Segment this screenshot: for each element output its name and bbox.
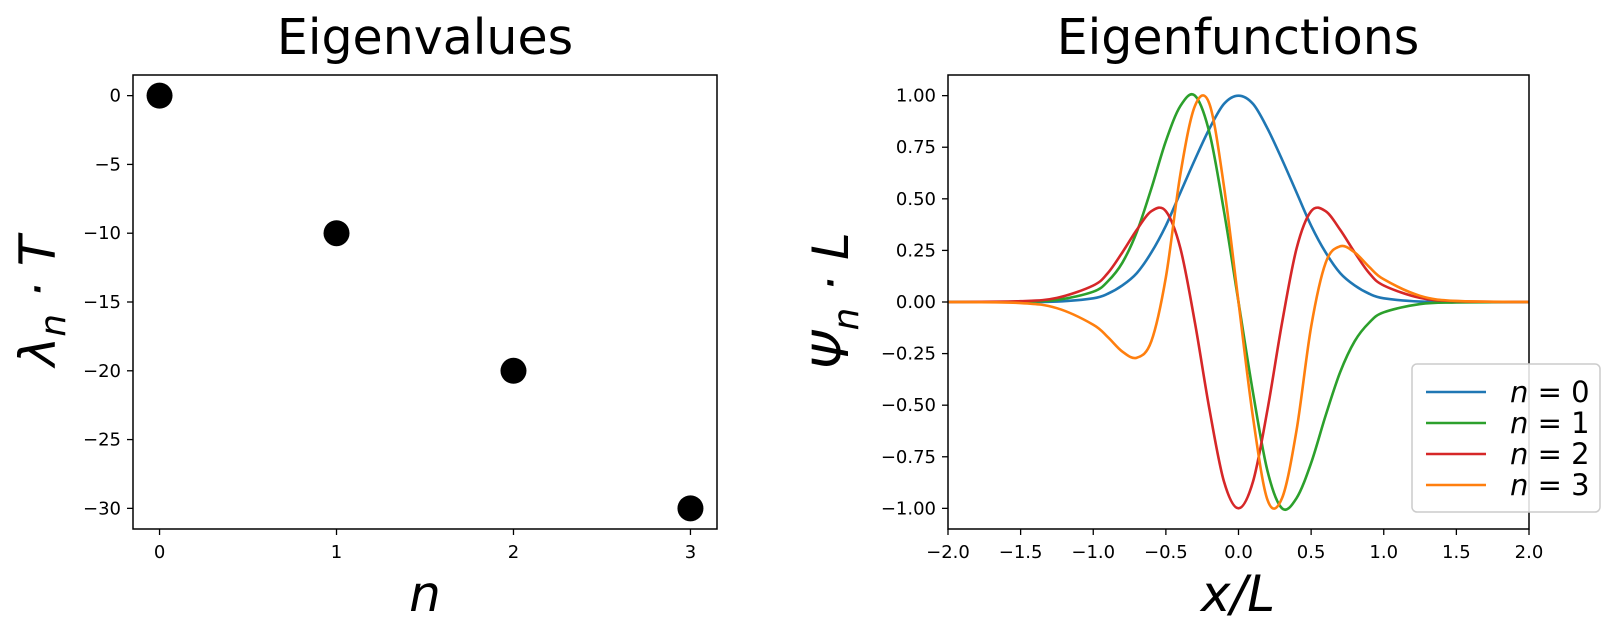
eigenvalues-points — [146, 82, 704, 522]
eigenfunctions-y-label-sub: n — [826, 308, 867, 331]
eigenfunctions-axes-frame — [947, 74, 1530, 530]
eigenvalues-y-tick-label: −25 — [83, 430, 121, 451]
eigenfunctions-x-tick-label: 1.5 — [1442, 542, 1471, 563]
eigenvalues-y-tick-label: 0 — [110, 86, 121, 107]
eigenfunctions-y-tick-label: 0.00 — [896, 292, 936, 313]
legend: n = 0n = 1n = 2n = 3 — [1411, 363, 1601, 513]
eigenfunction-line-n0 — [947, 94, 1530, 304]
eigenfunctions-y-tick-label: 1.00 — [896, 86, 936, 107]
eigenfunctions-x-ticks: −2.0 −1.5 −1.0 −0.5 0.0 0.5 1.0 1.5 2.0 — [926, 529, 1543, 563]
eigenvalue-point — [146, 82, 173, 109]
eigenvalues-axes-frame — [132, 74, 718, 530]
eigenvalues-y-label-rest: · T — [9, 232, 67, 314]
eigenvalues-y-label-main: λ — [9, 337, 67, 370]
legend-label-n1: n = 1 — [1510, 406, 1590, 440]
eigenfunctions-x-tick-label: 1.0 — [1369, 542, 1398, 563]
eigenfunctions-x-tick-label: −2.0 — [926, 542, 970, 563]
eigenfunctions-y-tick-label: −0.75 — [881, 447, 936, 468]
eigenvalue-point — [323, 220, 350, 247]
eigenfunctions-x-tick-label: −1.5 — [999, 542, 1043, 563]
legend-label-n3: n = 3 — [1510, 468, 1590, 502]
legend-label-n2: n = 2 — [1510, 437, 1590, 471]
eigenvalues-x-tick-label: 3 — [685, 542, 696, 563]
eigenvalues-y-label: λn · T — [9, 232, 74, 369]
eigenfunctions-x-tick-label: 0.0 — [1224, 542, 1253, 563]
eigenfunctions-x-tick-label: 2.0 — [1515, 542, 1544, 563]
eigenvalues-title: Eigenvalues — [277, 9, 573, 66]
eigenvalues-x-tick-label: 0 — [154, 542, 165, 563]
eigenvalues-x-tick-label: 1 — [331, 542, 342, 563]
eigenfunctions-y-label: Ψn · L — [802, 232, 867, 370]
eigenfunction-line-n2 — [947, 206, 1530, 510]
legend-box — [1411, 363, 1601, 513]
eigenfunctions-y-tick-label: −0.50 — [881, 395, 936, 416]
eigenfunctions-y-tick-label: 0.25 — [896, 240, 936, 261]
eigenfunctions-y-tick-label: −0.25 — [881, 344, 936, 365]
eigenvalues-y-tick-label: −5 — [94, 154, 121, 175]
eigenvalues-y-ticks: 0 −5 −10 −15 −20 −25 −30 — [83, 86, 133, 519]
eigenfunctions-x-tick-label: −1.0 — [1071, 542, 1115, 563]
eigenfunctions-y-tick-label: 0.75 — [896, 137, 936, 158]
eigenvalues-y-tick-label: −15 — [83, 292, 121, 313]
eigenvalues-y-tick-label: −20 — [83, 361, 121, 382]
eigenfunctions-y-tick-label: 0.50 — [896, 189, 936, 210]
eigenfunctions-lines — [947, 93, 1530, 511]
eigenvalue-point — [677, 495, 704, 522]
eigenvalue-point — [500, 357, 527, 384]
eigenvalues-y-tick-label: −10 — [83, 223, 121, 244]
eigenfunctions-y-label-rest: · L — [802, 232, 860, 308]
legend-label-n0: n = 0 — [1510, 375, 1590, 409]
eigenvalues-y-tick-label: −30 — [83, 498, 121, 519]
eigenfunctions-x-label: x/L — [1199, 565, 1275, 623]
eigenvalues-x-ticks: 0 1 2 3 — [154, 529, 696, 563]
eigenfunctions-y-ticks: 1.00 0.75 0.50 0.25 0.00 −0.25 −0.50 −0.75 −1.00 — [881, 86, 948, 519]
eigenfunction-line-n3 — [947, 94, 1530, 510]
eigenfunctions-title: Eigenfunctions — [1057, 9, 1420, 66]
eigenvalues-y-label-sub: n — [33, 314, 74, 337]
eigenfunctions-panel: Eigenfunctions 1.00 0.75 0.50 0.25 0.00 −0.25… — [802, 9, 1601, 623]
eigenfunctions-x-tick-label: 0.5 — [1297, 542, 1326, 563]
eigenfunctions-y-label-main: Ψ — [802, 329, 860, 370]
eigenvalues-x-label: n — [409, 565, 441, 623]
eigenfunctions-y-tick-label: −1.00 — [881, 498, 936, 519]
eigenvalues-x-tick-label: 2 — [508, 542, 519, 563]
eigenfunctions-x-tick-label: −0.5 — [1144, 542, 1188, 563]
